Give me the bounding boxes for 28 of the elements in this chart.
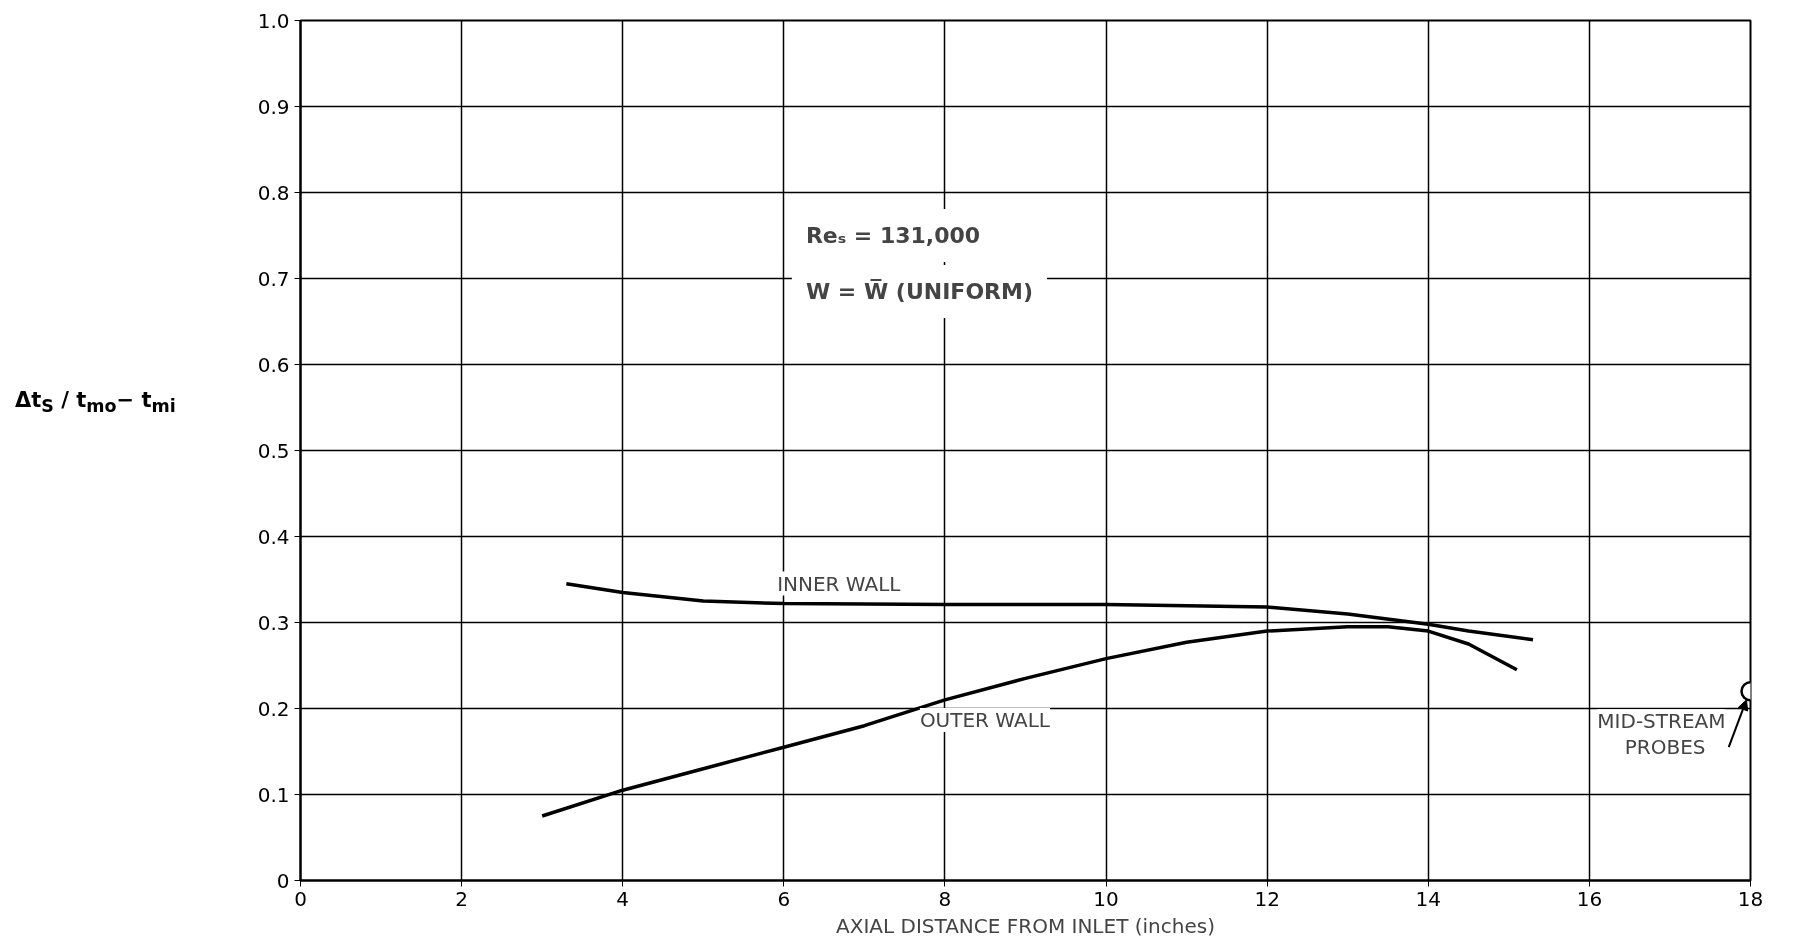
- x-tick-label: 10: [1093, 886, 1119, 911]
- y-tick-label: 0.1: [257, 782, 290, 807]
- x-tick-label: 18: [1737, 886, 1764, 911]
- x-axis-title: AXIAL DISTANCE FROM INLET (inches): [836, 913, 1215, 938]
- x-tick-label: 12: [1254, 886, 1280, 911]
- x-tick-label: 8: [938, 886, 952, 911]
- x-tick-label: 0: [294, 886, 307, 911]
- annotation: W = W̅ (UNIFORM): [805, 278, 1033, 304]
- y-tick-label: 0.2: [257, 696, 290, 721]
- y-tick-label: 0.9: [257, 94, 290, 119]
- annotation: MID-STREAM PROBES: [1597, 709, 1726, 760]
- x-tick-label: 6: [777, 886, 791, 911]
- series-label: INNER WALL: [777, 571, 902, 596]
- y-tick-label: 0: [276, 868, 290, 893]
- y-tick-label: 0.7: [257, 266, 290, 291]
- x-tick-label: 2: [455, 886, 468, 911]
- y-tick-label: 0.8: [257, 180, 290, 205]
- y-tick-label: 0.6: [257, 352, 290, 377]
- y-axis-title: Δt$_{S}$ / t$_{mo}$− t$_{mi}$: [15, 387, 176, 419]
- annotation: Reₛ = 131,000: [805, 223, 981, 248]
- series-label: OUTER WALL: [919, 707, 1051, 732]
- x-tick-label: 14: [1415, 886, 1442, 911]
- y-tick-label: 0.4: [257, 524, 290, 549]
- x-tick-label: 4: [616, 886, 630, 911]
- y-tick-label: 0.5: [257, 438, 290, 463]
- y-tick-label: 0.3: [257, 610, 290, 635]
- y-tick-label: 1.0: [257, 8, 290, 33]
- x-tick-label: 16: [1576, 886, 1603, 911]
